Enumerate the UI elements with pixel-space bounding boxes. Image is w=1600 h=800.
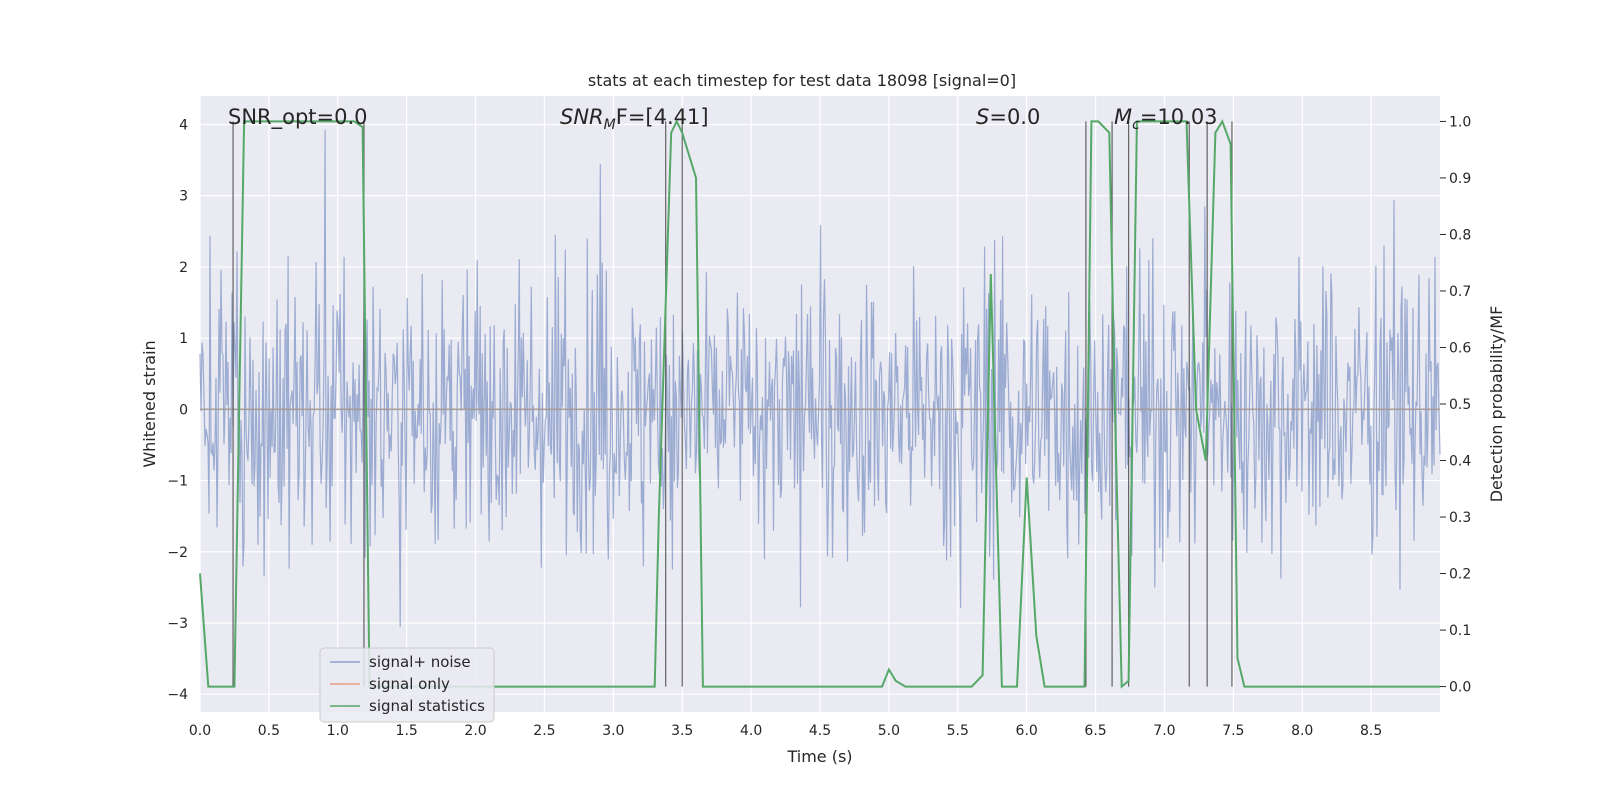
y-tick-label-7: −3: [167, 616, 188, 632]
annotation-mc: Mc=10.03: [1114, 105, 1218, 133]
annotation-s: S=0.0: [976, 105, 1040, 129]
s-main: S: [976, 105, 989, 129]
legend-entry-stats: signal statistics: [369, 697, 485, 715]
snr-mf-sub: M: [604, 117, 616, 133]
y-tick-label-5: −1: [167, 474, 188, 490]
x-tick-label-4: 2.0: [464, 723, 486, 739]
chart-title: stats at each timestep for test data 180…: [588, 71, 1016, 90]
x-axis-ticks: 0.0 0.5 1.0 1.5 2.0 2.5 3.0 3.5 4.0 4.5 5.0 5.5 6.0 6…: [189, 723, 1382, 739]
x-tick-label-14: 7.0: [1153, 723, 1175, 739]
y-right-tick-label-0: 1.0: [1449, 114, 1471, 130]
y-tick-label-2: 2: [179, 260, 188, 276]
legend: signal+ noise signal only signal statist…: [319, 647, 495, 723]
x-tick-label-11: 5.5: [947, 723, 969, 739]
x-tick-label-10: 5.0: [878, 723, 900, 739]
y-axis-label: Whitened strain: [140, 340, 159, 467]
x-tick-label-15: 7.5: [1222, 723, 1244, 739]
x-tick-label-13: 6.5: [1084, 723, 1106, 739]
x-tick-label-1: 0.5: [258, 723, 280, 739]
y-right-axis-label: Detection probability/MF: [1487, 306, 1506, 503]
noise-line: [199, 129, 1441, 627]
snr-mf-main: SNR: [560, 105, 604, 129]
y-right-tick-label-10: 0.0: [1449, 680, 1471, 696]
y-right-tick-label-6: 0.4: [1449, 454, 1471, 470]
x-tick-label-0: 0.0: [189, 723, 211, 739]
legend-box: [319, 647, 495, 723]
legend-entry-signal: signal only: [369, 675, 450, 693]
s-rest: =0.0: [989, 105, 1040, 129]
y-right-axis-ticks: 1.0 0.9 0.8 0.7 0.6 0.5 0.4 0.3 0.2 0.1 0.0: [1440, 114, 1471, 696]
y-right-tick-label-7: 0.3: [1449, 510, 1471, 526]
y-tick-label-8: −4: [167, 687, 188, 703]
x-tick-label-9: 4.5: [809, 723, 831, 739]
x-tick-label-6: 3.0: [602, 723, 624, 739]
signal-noise-series: [199, 129, 1441, 627]
x-tick-label-8: 4.0: [740, 723, 762, 739]
y-right-tick-label-4: 0.6: [1449, 340, 1471, 356]
x-tick-label-16: 8.0: [1291, 723, 1313, 739]
annotation-snr-opt: SNR_opt=0.0: [228, 105, 368, 130]
y-right-tick-label-3: 0.7: [1449, 284, 1471, 300]
y-tick-label-1: 3: [179, 189, 188, 205]
mc-main: M: [1114, 105, 1132, 129]
y-right-tick-label-9: 0.1: [1449, 623, 1471, 639]
mc-rest: =10.03: [1140, 105, 1218, 129]
mc-sub: c: [1132, 117, 1140, 133]
annotation-snr-mf: SNRMF=[4.41]: [560, 105, 709, 133]
y-right-tick-label-5: 0.5: [1449, 397, 1471, 413]
y-tick-label-3: 1: [179, 331, 188, 347]
y-right-tick-label-8: 0.2: [1449, 567, 1471, 583]
y-tick-label-6: −2: [167, 545, 188, 561]
y-tick-label-0: 4: [179, 117, 188, 133]
x-axis-label: Time (s): [786, 747, 852, 766]
statistics-line: [199, 119, 1440, 689]
x-tick-label-17: 8.5: [1360, 723, 1382, 739]
x-tick-label-2: 1.0: [327, 723, 349, 739]
y-right-tick-label-1: 0.9: [1449, 171, 1471, 187]
y-axis-ticks: 4 3 2 1 0 −1 −2 −3 −4: [167, 117, 188, 703]
x-tick-label-7: 3.5: [671, 723, 693, 739]
legend-entry-noise: signal+ noise: [369, 653, 471, 671]
signal-statistics-series: [199, 119, 1440, 689]
snr-mf-rest: F=[4.41]: [616, 105, 709, 129]
x-tick-label-12: 6.0: [1016, 723, 1038, 739]
y-right-tick-label-2: 0.8: [1449, 227, 1471, 243]
x-tick-label-3: 1.5: [396, 723, 418, 739]
y-tick-label-4: 0: [179, 402, 188, 418]
x-tick-label-5: 2.5: [533, 723, 555, 739]
